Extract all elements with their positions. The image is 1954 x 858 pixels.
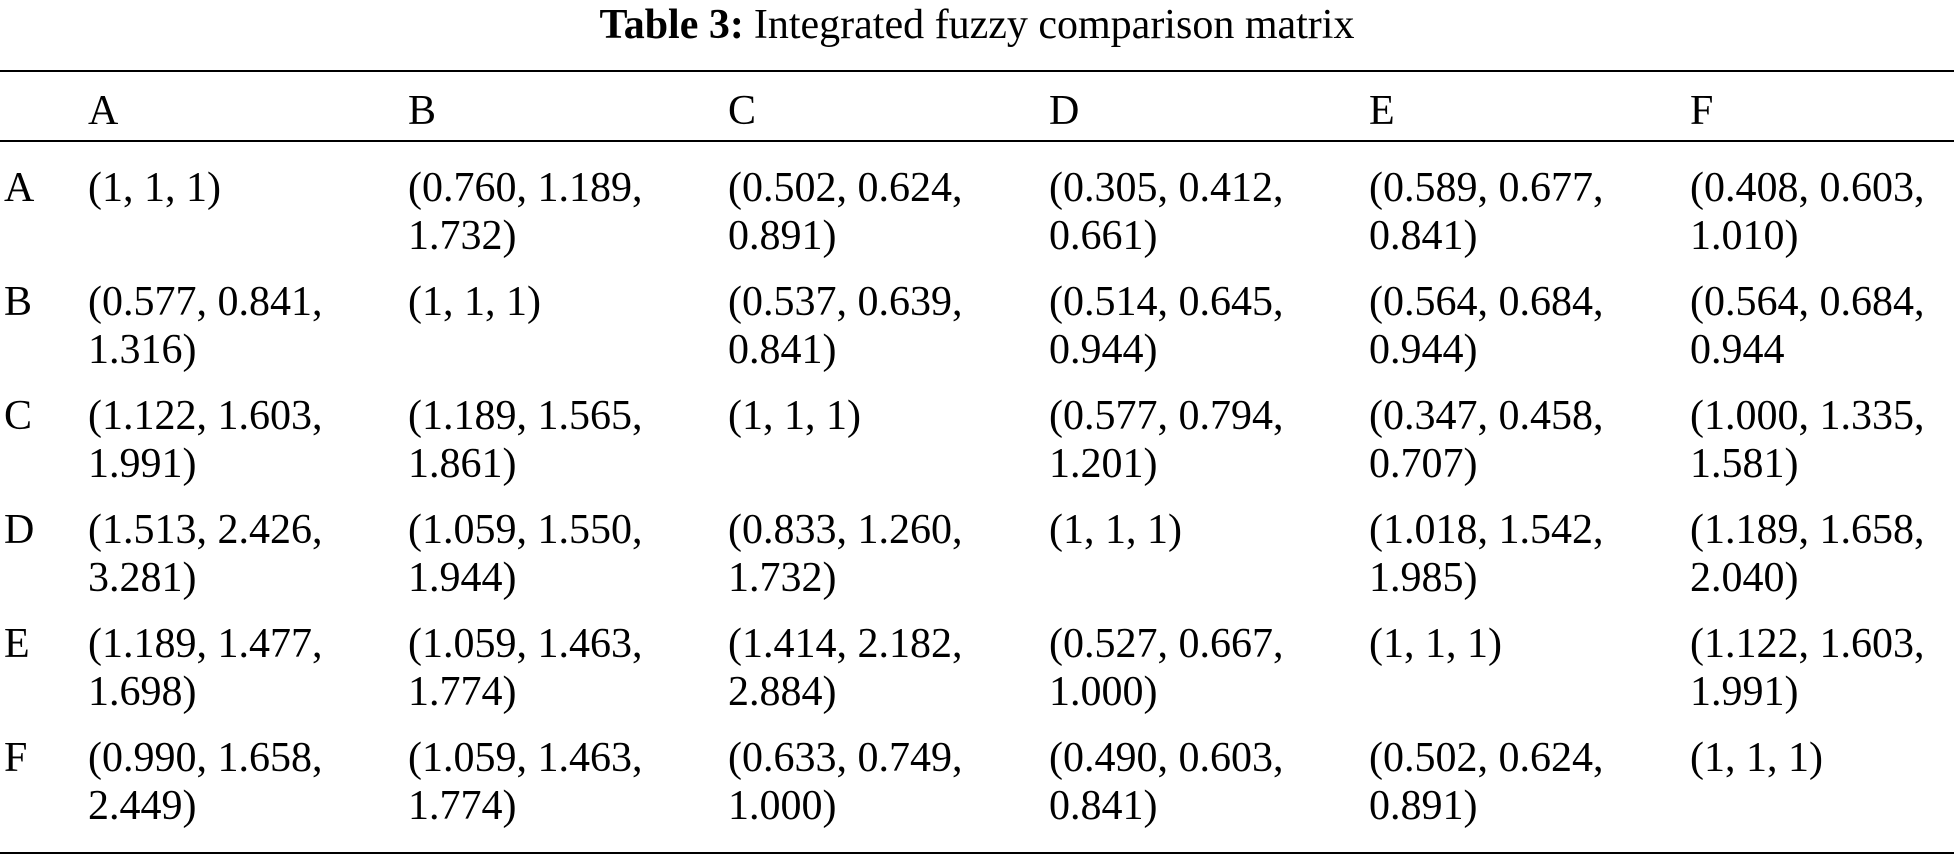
column-header-a: A (88, 88, 119, 134)
table-cell-b-f-line2: 0.944 (1690, 327, 1785, 373)
table-bottom-rule (0, 852, 1954, 854)
table-cell-c-f-line1: (1.000, 1.335, (1690, 393, 1925, 439)
table-cell-e-b-line1: (1.059, 1.463, (408, 621, 643, 667)
column-header-b: B (408, 88, 437, 134)
table-cell-a-b-line1: (0.760, 1.189, (408, 165, 643, 211)
table-cell-f-c-line1: (0.633, 0.749, (728, 735, 963, 781)
table-cell-e-f-line2: 1.991) (1690, 669, 1799, 715)
table-cell-c-b-line2: 1.861) (408, 441, 517, 487)
row-label-e: E (4, 621, 30, 667)
table-cell-b-d-line1: (0.514, 0.645, (1049, 279, 1284, 325)
table-cell-b-b-line1: (1, 1, 1) (408, 279, 541, 325)
table-cell-a-c-line1: (0.502, 0.624, (728, 165, 963, 211)
table-cell-a-b-line2: 1.732) (408, 213, 517, 259)
table-cell-d-e-line2: 1.985) (1369, 555, 1478, 601)
table-cell-d-a-line2: 3.281) (88, 555, 197, 601)
table-cell-a-a-line1: (1, 1, 1) (88, 165, 221, 211)
table-cell-d-c-line2: 1.732) (728, 555, 837, 601)
table-cell-e-e-line1: (1, 1, 1) (1369, 621, 1502, 667)
column-header-d: D (1049, 88, 1080, 134)
table-cell-d-f-line1: (1.189, 1.658, (1690, 507, 1925, 553)
table-cell-f-c-line2: 1.000) (728, 783, 837, 829)
table-cell-f-f-line1: (1, 1, 1) (1690, 735, 1823, 781)
table-cell-e-d-line1: (0.527, 0.667, (1049, 621, 1284, 667)
table-cell-a-d-line2: 0.661) (1049, 213, 1158, 259)
row-label-c: C (4, 393, 33, 439)
table-caption: Table 3: Integrated fuzzy comparison matr… (0, 0, 1954, 50)
table-cell-f-b-line1: (1.059, 1.463, (408, 735, 643, 781)
table-top-rule (0, 70, 1954, 72)
table-cell-b-d-line2: 0.944) (1049, 327, 1158, 373)
table-cell-d-b-line2: 1.944) (408, 555, 517, 601)
table-cell-b-e-line2: 0.944) (1369, 327, 1478, 373)
table-cell-c-e-line2: 0.707) (1369, 441, 1478, 487)
table-cell-f-d-line1: (0.490, 0.603, (1049, 735, 1284, 781)
table-cell-a-f-line2: 1.010) (1690, 213, 1799, 259)
table-cell-e-c-line1: (1.414, 2.182, (728, 621, 963, 667)
table-cell-b-a-line2: 1.316) (88, 327, 197, 373)
table-cell-e-f-line1: (1.122, 1.603, (1690, 621, 1925, 667)
table-cell-c-b-line1: (1.189, 1.565, (408, 393, 643, 439)
table-cell-e-a-line2: 1.698) (88, 669, 197, 715)
table-cell-c-e-line1: (0.347, 0.458, (1369, 393, 1604, 439)
table-cell-c-a-line1: (1.122, 1.603, (88, 393, 323, 439)
table-cell-c-a-line2: 1.991) (88, 441, 197, 487)
table-cell-d-f-line2: 2.040) (1690, 555, 1799, 601)
table-header-rule (0, 140, 1954, 142)
table-caption-label: Table 3: (599, 2, 744, 48)
table-cell-f-a-line1: (0.990, 1.658, (88, 735, 323, 781)
table-cell-a-e-line1: (0.589, 0.677, (1369, 165, 1604, 211)
table-cell-c-d-line2: 1.201) (1049, 441, 1158, 487)
row-label-b: B (4, 279, 33, 325)
table-cell-e-d-line2: 1.000) (1049, 669, 1158, 715)
table-cell-c-d-line1: (0.577, 0.794, (1049, 393, 1284, 439)
table-cell-f-e-line2: 0.891) (1369, 783, 1478, 829)
row-label-a: A (4, 165, 35, 211)
table-cell-e-a-line1: (1.189, 1.477, (88, 621, 323, 667)
column-header-e: E (1369, 88, 1395, 134)
table-cell-a-e-line2: 0.841) (1369, 213, 1478, 259)
table-cell-f-d-line2: 0.841) (1049, 783, 1158, 829)
table-cell-a-c-line2: 0.891) (728, 213, 837, 259)
table-cell-b-a-line1: (0.577, 0.841, (88, 279, 323, 325)
table-cell-d-d-line1: (1, 1, 1) (1049, 507, 1182, 553)
table-cell-e-c-line2: 2.884) (728, 669, 837, 715)
table-cell-f-e-line1: (0.502, 0.624, (1369, 735, 1604, 781)
column-header-f: F (1690, 88, 1714, 134)
column-header-c: C (728, 88, 757, 134)
table-cell-f-b-line2: 1.774) (408, 783, 517, 829)
table-cell-d-b-line1: (1.059, 1.550, (408, 507, 643, 553)
table-cell-d-e-line1: (1.018, 1.542, (1369, 507, 1604, 553)
table-cell-c-f-line2: 1.581) (1690, 441, 1799, 487)
table-cell-b-e-line1: (0.564, 0.684, (1369, 279, 1604, 325)
row-label-d: D (4, 507, 35, 553)
table-cell-e-b-line2: 1.774) (408, 669, 517, 715)
table-cell-b-c-line2: 0.841) (728, 327, 837, 373)
table-cell-b-f-line1: (0.564, 0.684, (1690, 279, 1925, 325)
table-cell-d-a-line1: (1.513, 2.426, (88, 507, 323, 553)
table-cell-c-c-line1: (1, 1, 1) (728, 393, 861, 439)
table-cell-a-d-line1: (0.305, 0.412, (1049, 165, 1284, 211)
table-cell-a-f-line1: (0.408, 0.603, (1690, 165, 1925, 211)
table-cell-b-c-line1: (0.537, 0.639, (728, 279, 963, 325)
table-cell-f-a-line2: 2.449) (88, 783, 197, 829)
table-caption-title: Integrated fuzzy comparison matrix (753, 2, 1355, 48)
row-label-f: F (4, 735, 28, 781)
table-cell-d-c-line1: (0.833, 1.260, (728, 507, 963, 553)
